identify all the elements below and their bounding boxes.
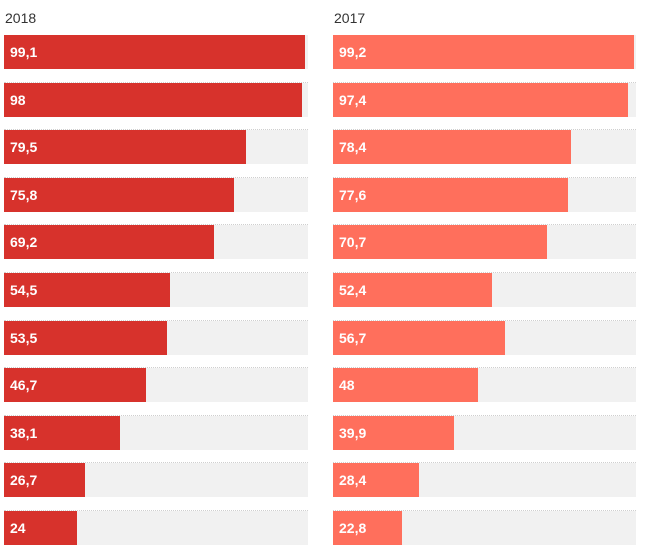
bar-row: 78,4 — [333, 129, 636, 177]
bar-row: 28,4 — [333, 462, 636, 510]
bar-list: 99,1 98 79,5 75,8 69,2 54,5 53,5 46,7 38,1 26,7 24 — [4, 34, 308, 558]
bar — [4, 82, 302, 117]
bar-value-label: 38,1 — [10, 424, 38, 441]
bar — [333, 225, 548, 260]
bar — [4, 130, 246, 165]
bar-value-label: 26,7 — [10, 472, 38, 489]
bar-track: 48 — [333, 368, 636, 403]
bar — [333, 510, 403, 545]
bar — [333, 272, 492, 307]
bar-row: 70,7 — [333, 224, 636, 272]
bar-track: 46,7 — [4, 368, 308, 403]
bar-row: 26,7 — [4, 462, 308, 510]
bar-row: 54,5 — [4, 271, 308, 320]
bar-value-label: 53,5 — [10, 329, 38, 346]
bar-value-label: 99,1 — [10, 44, 38, 60]
bar-row: 22,8 — [333, 509, 636, 558]
bar — [4, 225, 215, 260]
bar-row: 99,2 — [333, 34, 636, 82]
bar-value-label: 54,5 — [10, 281, 38, 298]
bar-value-label: 97,4 — [339, 91, 367, 108]
bar-value-label: 39,9 — [339, 424, 367, 441]
bar-value-label: 99,2 — [339, 44, 367, 60]
bar-track: 26,7 — [4, 463, 308, 498]
bar-track: 52,4 — [333, 272, 636, 307]
bar-row: 75,8 — [4, 176, 308, 225]
bar-value-label: 77,6 — [339, 186, 367, 203]
bar-track: 54,5 — [4, 272, 308, 307]
bar — [4, 320, 167, 355]
bar-value-label: 28,4 — [339, 472, 367, 489]
bar-track: 56,7 — [333, 320, 636, 355]
bar-value-label: 46,7 — [10, 377, 38, 394]
bar — [333, 177, 569, 212]
bar-track: 79,5 — [4, 130, 308, 165]
bar — [4, 510, 77, 545]
bar-track: 78,4 — [333, 130, 636, 165]
bar-list: 99,2 97,4 78,4 77,6 70,7 52,4 56,7 48 39,9 28,4 22… — [333, 34, 636, 558]
bar-track: 75,8 — [4, 177, 308, 212]
bar-value-label: 24 — [10, 519, 26, 536]
bar-track: 39,9 — [333, 415, 636, 450]
bar-track: 24 — [4, 510, 308, 545]
series-header: 2018 — [5, 10, 37, 26]
bar-track: 22,8 — [333, 510, 636, 545]
bar-value-label: 98 — [10, 91, 26, 108]
bar — [333, 130, 571, 165]
bar-value-label: 75,8 — [10, 186, 38, 203]
bar-value-label: 70,7 — [339, 234, 367, 251]
bar-row: 38,1 — [4, 414, 308, 463]
bar — [4, 177, 235, 212]
bar-value-label: 52,4 — [339, 281, 367, 298]
bar-value-label: 69,2 — [10, 234, 38, 251]
bar — [333, 35, 634, 69]
bar-value-label: 22,8 — [339, 519, 367, 536]
bar-track: 97,4 — [333, 82, 636, 117]
bar — [4, 415, 120, 450]
bar-track: 70,7 — [333, 225, 636, 260]
bar-row: 53,5 — [4, 319, 308, 368]
bar-row: 46,7 — [4, 367, 308, 415]
series-column-2017: 2017 99,2 97,4 78,4 77,6 70,7 52,4 56,7 48 39,9 2… — [333, 0, 636, 558]
bar — [4, 35, 306, 69]
bar-value-label: 56,7 — [339, 329, 367, 346]
bar-row: 98 — [4, 81, 308, 130]
bar — [333, 82, 629, 117]
series-column-2018: 2018 99,1 98 79,5 75,8 69,2 54,5 53,5 46,7 38,1 2… — [4, 0, 308, 558]
bar-track: 28,4 — [333, 463, 636, 498]
bar — [333, 368, 479, 403]
bar-row: 52,4 — [333, 271, 636, 320]
bar — [4, 463, 86, 498]
bar-row: 99,1 — [4, 34, 308, 82]
bar-track: 98 — [4, 82, 308, 117]
bar-track: 53,5 — [4, 320, 308, 355]
bar — [333, 320, 505, 355]
bar — [333, 415, 454, 450]
bar-value-label: 78,4 — [339, 139, 367, 156]
bar-row: 39,9 — [333, 414, 636, 463]
series-header: 2017 — [334, 10, 366, 26]
bar-row: 97,4 — [333, 81, 636, 130]
bar-row: 24 — [4, 509, 308, 558]
bar — [4, 272, 170, 307]
bar-row: 69,2 — [4, 224, 308, 272]
bar-value-label: 48 — [339, 377, 355, 394]
bar-row: 56,7 — [333, 319, 636, 368]
bar — [4, 368, 146, 403]
bar-track: 99,2 — [333, 35, 636, 69]
bar-row: 77,6 — [333, 176, 636, 225]
bar — [333, 463, 420, 498]
bar-row: 79,5 — [4, 129, 308, 177]
bar-track: 99,1 — [4, 35, 308, 69]
bar-track: 77,6 — [333, 177, 636, 212]
bar-track: 69,2 — [4, 225, 308, 260]
bar-track: 38,1 — [4, 415, 308, 450]
bar-value-label: 79,5 — [10, 139, 38, 156]
bar-row: 48 — [333, 367, 636, 415]
